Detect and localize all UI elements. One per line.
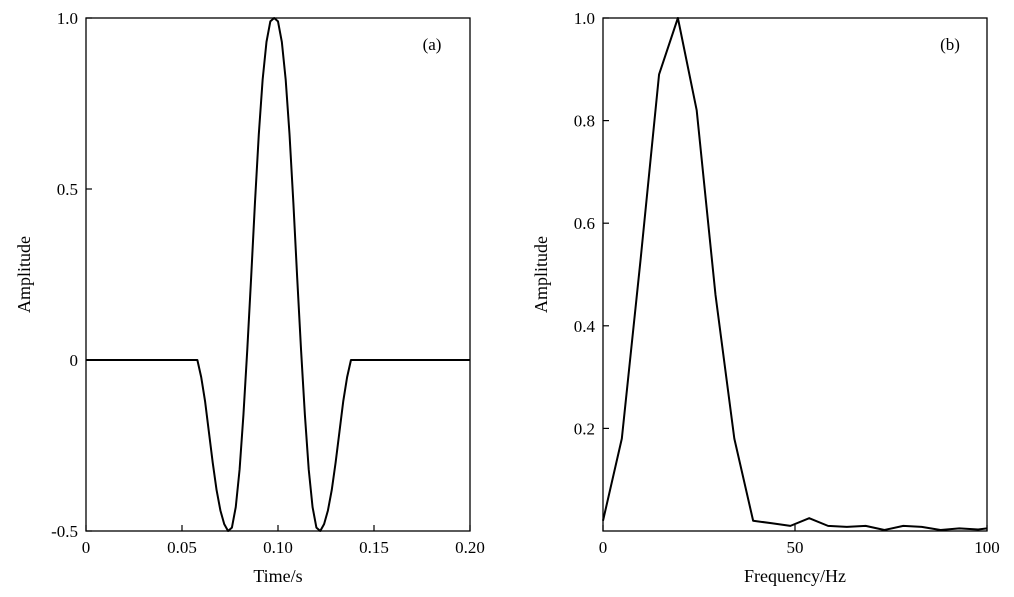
y-tick-label: 0.5 — [57, 180, 78, 199]
panel-b-frequency-domain: 0 50 100 0.2 0.4 0.6 0.8 1.0 Frequency/Hz Amplitu… — [531, 9, 1000, 586]
x-tick-label: 0.20 — [455, 538, 485, 557]
y-axis-label: Amplitude — [531, 236, 551, 313]
x-tick-label: 0 — [82, 538, 91, 557]
y-tick-label: 0.2 — [574, 419, 595, 438]
plot-frame — [85, 17, 471, 532]
series-line — [86, 17, 470, 532]
y-tick-label: 1.0 — [57, 9, 78, 28]
panel-label: (a) — [423, 35, 442, 54]
series-line — [602, 17, 988, 531]
y-tick-label: 0.6 — [574, 214, 595, 233]
x-tick-label: 0.05 — [167, 538, 197, 557]
x-tick-label: 50 — [787, 538, 804, 557]
x-tick-label: 100 — [974, 538, 1000, 557]
x-tick-label: 0.15 — [359, 538, 389, 557]
plot-frame — [602, 17, 988, 532]
y-tick-label: -0.5 — [51, 522, 78, 541]
x-tick-label: 0 — [599, 538, 608, 557]
y-axis-label: Amplitude — [14, 236, 34, 313]
x-axis-label: Time/s — [253, 566, 302, 586]
y-tick-label: 0 — [70, 351, 79, 370]
y-tick-label: 0.4 — [574, 317, 596, 336]
x-axis-label: Frequency/Hz — [744, 566, 846, 586]
panel-label: (b) — [940, 35, 960, 54]
y-tick-label: 1.0 — [574, 9, 595, 28]
panel-a-time-domain: 0 0.05 0.10 0.15 0.20-0.500.51.0Time/sAmplit… — [14, 9, 485, 586]
x-tick-label: 0.10 — [263, 538, 293, 557]
y-tick-label: 0.8 — [574, 112, 595, 131]
